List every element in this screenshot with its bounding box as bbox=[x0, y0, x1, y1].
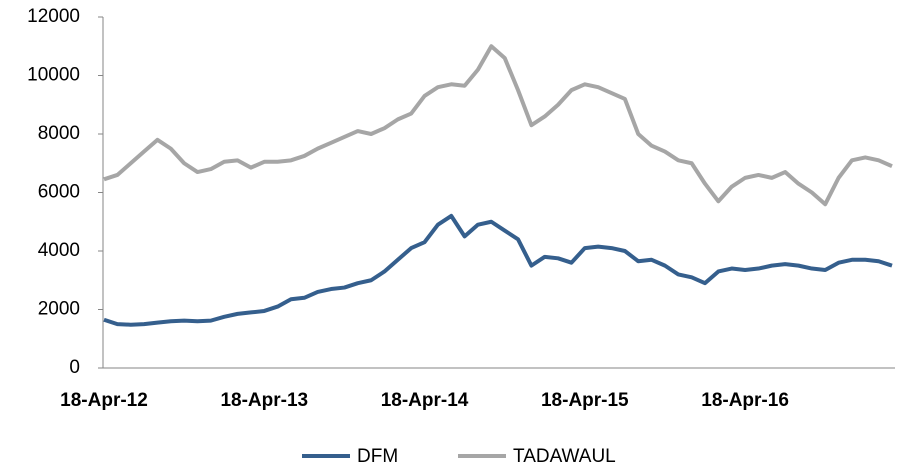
x-tick-label: 18-Apr-15 bbox=[541, 390, 629, 411]
x-tick-label: 18-Apr-12 bbox=[60, 390, 148, 411]
series-line bbox=[103, 44, 893, 207]
x-tick-label: 18-Apr-13 bbox=[220, 390, 308, 411]
y-tick-label: 8000 bbox=[38, 123, 80, 144]
legend-label: TADAWAUL bbox=[513, 446, 616, 467]
x-tick-label: 18-Apr-16 bbox=[701, 390, 789, 411]
series-line bbox=[103, 213, 893, 327]
y-tick-label: 6000 bbox=[38, 182, 80, 203]
y-tick-label: 0 bbox=[69, 357, 80, 378]
y-tick-label: 2000 bbox=[38, 299, 80, 320]
legend-label: DFM bbox=[357, 446, 398, 467]
y-tick-label: 10000 bbox=[27, 65, 80, 86]
x-tick-label: 18-Apr-14 bbox=[381, 390, 469, 411]
y-tick-label: 12000 bbox=[27, 6, 80, 27]
y-tick-label: 4000 bbox=[38, 240, 80, 261]
